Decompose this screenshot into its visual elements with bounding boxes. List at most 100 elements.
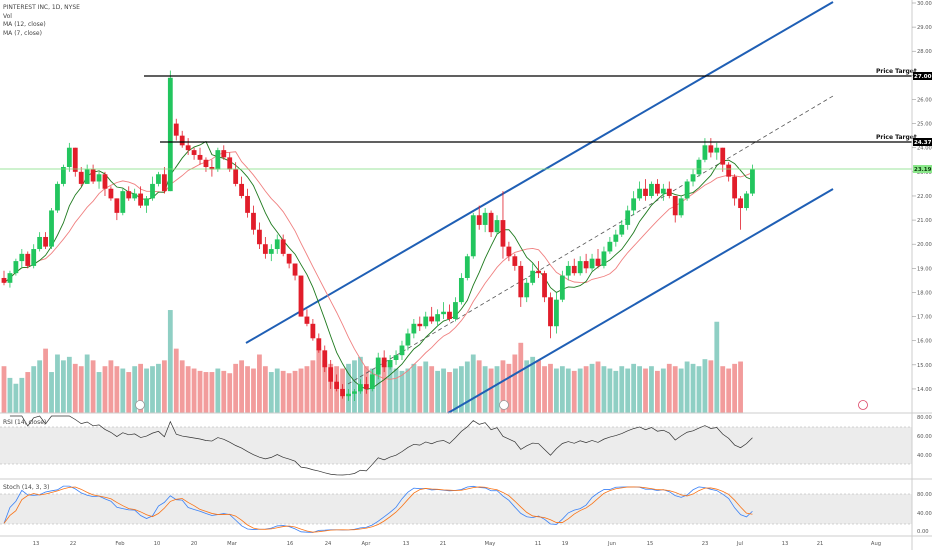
candle-body[interactable] [280, 239, 286, 254]
candle-body[interactable] [334, 381, 340, 389]
candle-body[interactable] [589, 258, 595, 269]
candle-body[interactable] [393, 355, 399, 360]
candle-body[interactable] [464, 256, 470, 278]
candle-body[interactable] [138, 193, 144, 206]
candle-body[interactable] [387, 359, 393, 368]
candle-body[interactable] [500, 220, 506, 247]
time-axis[interactable]: 13 22 Feb 10 20 Mar 16 24 Apr 13 21 May 11 19 Jun 15 23 J… [33, 541, 881, 547]
candle-body[interactable] [726, 164, 732, 177]
candle-body[interactable] [150, 183, 155, 199]
candle-body[interactable] [684, 181, 690, 199]
candle-body[interactable] [292, 263, 298, 276]
candle-body[interactable] [233, 169, 239, 184]
candle-body[interactable] [346, 393, 351, 397]
candle-body[interactable] [268, 249, 274, 254]
candle-body[interactable] [429, 316, 435, 322]
candle-body[interactable] [114, 198, 120, 213]
candle-body[interactable] [96, 174, 102, 182]
candle-body[interactable] [702, 145, 708, 160]
candle-body[interactable] [144, 198, 149, 206]
candle-body[interactable] [666, 188, 672, 196]
candle-body[interactable] [322, 350, 328, 368]
candle-body[interactable] [530, 270, 536, 283]
candle-body[interactable] [209, 167, 215, 170]
candle-body[interactable] [476, 215, 482, 225]
candle-body[interactable] [744, 193, 749, 209]
candle-body[interactable] [583, 261, 589, 269]
candle-body[interactable] [660, 188, 666, 194]
candle-body[interactable] [625, 210, 631, 225]
candle-body[interactable] [102, 174, 108, 189]
candle-body[interactable] [132, 193, 138, 199]
candle-body[interactable] [251, 212, 256, 230]
candle-body[interactable] [61, 167, 66, 184]
channel-middle-line[interactable] [347, 95, 834, 385]
candle-body[interactable] [470, 215, 476, 257]
candle-body[interactable] [411, 323, 417, 334]
earnings-marker-2[interactable] [499, 400, 509, 410]
candle-body[interactable] [1, 277, 7, 283]
price-axis[interactable]: 30.0029.0028.0027.0026.0025.0024.0023.00… [912, 1, 932, 535]
candle-body[interactable] [381, 357, 387, 368]
candle-body[interactable] [423, 316, 429, 327]
candle-body[interactable] [179, 135, 185, 146]
candle-body[interactable] [732, 176, 738, 199]
candle-body[interactable] [191, 150, 197, 155]
candle-body[interactable] [55, 183, 60, 211]
candle-body[interactable] [637, 188, 642, 199]
candle-body[interactable] [524, 282, 530, 298]
candle-body[interactable] [453, 302, 458, 319]
candle-body[interactable] [447, 311, 452, 319]
candle-body[interactable] [310, 323, 316, 339]
candle-body[interactable] [678, 198, 684, 216]
candle-body[interactable] [559, 275, 565, 300]
candle-body[interactable] [708, 145, 714, 153]
candle-body[interactable] [458, 277, 464, 303]
candle-body[interactable] [72, 147, 78, 172]
candle-body[interactable] [613, 234, 619, 242]
candle-body[interactable] [536, 270, 541, 274]
candle-body[interactable] [274, 239, 280, 250]
candle-body[interactable] [43, 236, 48, 247]
candle-body[interactable] [672, 195, 678, 216]
candle-body[interactable] [66, 147, 72, 168]
candle-body[interactable] [405, 333, 411, 346]
earnings-marker-3[interactable] [858, 400, 868, 410]
candle-body[interactable] [90, 169, 96, 182]
candle-body[interactable] [512, 256, 518, 266]
candle-body[interactable] [221, 150, 227, 158]
candle-body[interactable] [156, 174, 161, 184]
candle-body[interactable] [304, 316, 310, 324]
candle-body[interactable] [649, 183, 654, 196]
candle-body[interactable] [49, 210, 54, 247]
candle-body[interactable] [441, 311, 446, 315]
candle-body[interactable] [108, 188, 114, 199]
candle-body[interactable] [185, 145, 191, 151]
candle-body[interactable] [120, 191, 126, 213]
candle-body[interactable] [643, 188, 648, 196]
candle-body[interactable] [298, 275, 304, 317]
candle-body[interactable] [571, 265, 577, 274]
candle-body[interactable] [161, 174, 167, 192]
candle-body[interactable] [239, 183, 244, 196]
candle-body[interactable] [167, 77, 173, 192]
candle-body[interactable] [19, 253, 25, 262]
candle-body[interactable] [13, 261, 19, 274]
candle-body[interactable] [340, 388, 345, 397]
candle-body[interactable] [352, 391, 357, 394]
candle-body[interactable] [601, 251, 607, 266]
candle-body[interactable] [316, 338, 322, 351]
candle-body[interactable] [363, 384, 369, 389]
candle-body[interactable] [488, 212, 494, 233]
candle-body[interactable] [286, 253, 292, 264]
candle-body[interactable] [37, 236, 43, 250]
candle-body[interactable] [482, 212, 488, 225]
candle-body[interactable] [542, 273, 547, 298]
candle-body[interactable] [262, 244, 268, 254]
candle-body[interactable] [738, 198, 743, 209]
candle-body[interactable] [126, 191, 132, 199]
candle-body[interactable] [518, 265, 524, 298]
candle-body[interactable] [696, 159, 702, 175]
candle-body[interactable] [215, 150, 221, 170]
